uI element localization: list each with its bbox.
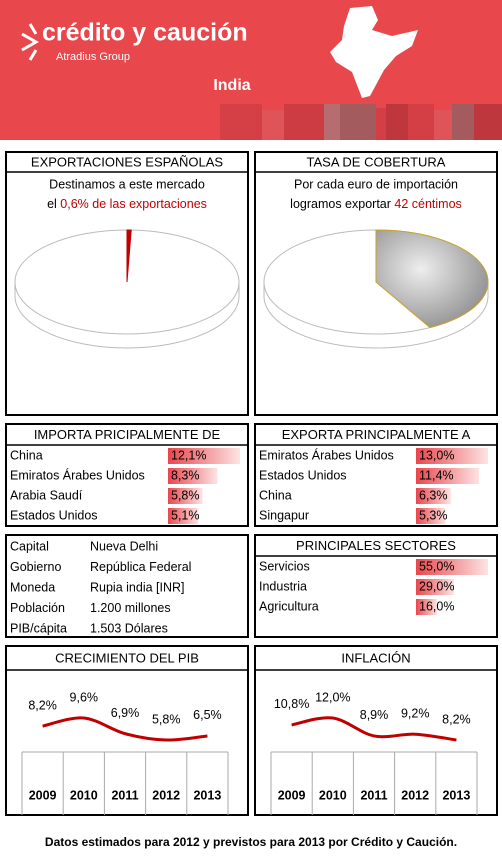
value-label: 8,9% <box>360 708 389 722</box>
bar-label: 16,0% <box>419 599 454 613</box>
panel <box>254 534 498 638</box>
country-map <box>330 6 418 98</box>
fact-value: 1.200 millones <box>90 601 171 615</box>
brand-group: Atradius Group <box>56 51 130 63</box>
bar-label: 29,0% <box>419 579 454 593</box>
intro-line: Destinamos a este mercado <box>49 177 205 191</box>
country: India <box>213 77 250 94</box>
year-label: 2009 <box>278 788 306 802</box>
bar <box>416 559 488 575</box>
row-name: Agricultura <box>259 599 319 613</box>
footer: Datos estimados para 2012 y previstos pa… <box>45 835 457 849</box>
row-name: Industria <box>259 579 307 593</box>
bar <box>416 488 451 504</box>
panel-title: TASA DE COBERTURA <box>307 154 446 169</box>
year-label: 2010 <box>319 788 347 802</box>
intro-line: Por cada euro de importación <box>294 177 458 191</box>
panel <box>5 151 249 416</box>
year-label: 2012 <box>401 788 429 802</box>
panel <box>254 645 498 816</box>
pie-rim <box>14 282 240 349</box>
value-label: 10,8% <box>274 697 309 711</box>
bar-label: 6,3% <box>419 488 448 502</box>
row-name: China <box>259 488 292 502</box>
series-line <box>291 716 457 742</box>
bar-label: 11,4% <box>419 468 454 482</box>
year-label: 2013 <box>442 788 470 802</box>
fact-key: Moneda <box>10 580 55 594</box>
row-name: Emiratos Árabes Unidos <box>10 467 145 482</box>
row-name: Emiratos Árabes Unidos <box>259 447 394 462</box>
bar <box>416 448 488 464</box>
skyline <box>220 104 502 140</box>
value-label: 5,8% <box>152 712 181 726</box>
row-name: Singapur <box>259 508 309 522</box>
row-name: Arabia Saudí <box>10 488 83 502</box>
bar-label: 12,1% <box>171 448 206 462</box>
intro-line: logramos exportar 42 céntimos <box>290 197 462 211</box>
bar <box>416 508 446 524</box>
fact-key: Población <box>10 601 65 615</box>
row-name: Servicios <box>259 559 310 573</box>
pie-slice <box>126 229 132 283</box>
fact-value: Nueva Delhi <box>90 539 158 553</box>
bar <box>416 468 480 484</box>
value-label: 6,9% <box>111 706 140 720</box>
bar <box>168 508 199 524</box>
intro-prefix: logramos exportar <box>290 197 391 211</box>
bar <box>416 579 454 595</box>
bar <box>416 599 437 615</box>
pie-slice <box>375 229 489 329</box>
value-label: 6,5% <box>193 708 222 722</box>
panel <box>5 645 249 816</box>
bar-label: 8,3% <box>171 468 200 482</box>
panel-title: PRINCIPALES SECTORES <box>296 538 456 553</box>
panel <box>5 534 249 638</box>
fact-key: PIB/cápita <box>10 621 67 635</box>
value-label: 8,2% <box>28 698 57 712</box>
panel-title: INFLACIÓN <box>341 650 410 665</box>
fact-value: Rupia india [INR] <box>90 580 185 594</box>
year-label: 2009 <box>29 788 57 802</box>
panel <box>5 423 249 527</box>
year-label: 2011 <box>111 788 138 802</box>
row-name: Estados Unidos <box>259 468 347 482</box>
year-label: 2012 <box>152 788 180 802</box>
bar-label: 5,1% <box>171 508 200 522</box>
row-name: China <box>10 448 43 462</box>
year-label: 2011 <box>360 788 387 802</box>
bar-label: 55,0% <box>419 559 454 573</box>
value-label: 9,2% <box>401 707 430 721</box>
intro-highlight: 42 céntimos <box>394 197 461 211</box>
year-label: 2010 <box>70 788 98 802</box>
intro-highlight: 0,6% de las exportaciones <box>60 197 207 211</box>
fact-value: República Federal <box>90 560 191 574</box>
value-label: 12,0% <box>315 690 350 704</box>
fact-key: Gobierno <box>10 560 61 574</box>
intro-prefix: el <box>47 197 57 211</box>
series-line <box>42 716 208 742</box>
bar <box>168 488 203 504</box>
bar-label: 5,3% <box>419 508 448 522</box>
intro-line: el 0,6% de las exportaciones <box>47 197 207 211</box>
value-label: 8,2% <box>442 712 471 726</box>
bar <box>168 468 218 484</box>
logo-mark <box>21 23 40 61</box>
panel-title: IMPORTA PRICIPALMENTE DE <box>34 427 221 442</box>
panel-title: CRECIMIENTO DEL PIB <box>55 650 199 665</box>
bar-label: 5,8% <box>171 488 200 502</box>
year-label: 2013 <box>193 788 221 802</box>
panel-title: EXPORTACIONES ESPAÑOLAS <box>31 154 223 169</box>
bar-label: 13,0% <box>419 448 454 462</box>
fact-key: Capital <box>10 539 49 553</box>
row-name: Estados Unidos <box>10 508 98 522</box>
bar <box>168 448 240 464</box>
brand: crédito y caución <box>42 19 248 47</box>
panel-title: EXPORTA PRINCIPALMENTE A <box>282 427 471 442</box>
fact-value: 1.503 Dólares <box>90 621 168 635</box>
pie-rim <box>263 282 489 349</box>
value-label: 9,6% <box>70 690 99 704</box>
